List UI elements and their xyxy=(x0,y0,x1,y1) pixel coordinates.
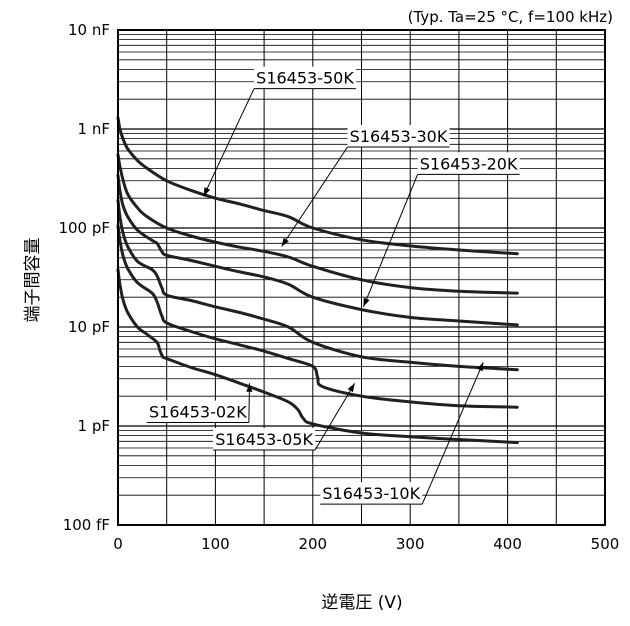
series-line-s16453-02k xyxy=(116,268,519,445)
y-tick-label: 1 pF xyxy=(78,417,110,435)
y-tick-label: 100 fF xyxy=(63,516,110,534)
callout-box xyxy=(320,482,423,505)
callout-label-s16453-30k: S16453-30K xyxy=(350,127,448,146)
callout-arrowhead xyxy=(363,297,370,307)
callout-box xyxy=(347,124,450,147)
x-tick-label: 200 xyxy=(298,535,327,553)
callout-arrowhead xyxy=(203,187,211,197)
y-tick-label: 1 nF xyxy=(78,120,110,138)
callout-box xyxy=(213,427,316,450)
series-line-s16453-05k xyxy=(116,224,519,409)
condition-note: (Typ. Ta=25 °C, f=100 kHz) xyxy=(408,8,613,26)
y-axis-title: 端子間容量 xyxy=(23,238,43,323)
series-line-s16453-20k xyxy=(116,173,519,327)
callout-label-s16453-50k: S16453-50K xyxy=(256,69,354,88)
callout-box xyxy=(417,152,520,175)
x-tick-label: 300 xyxy=(396,535,425,553)
callout-arrowhead xyxy=(347,383,355,393)
callout-label-s16453-20k: S16453-20K xyxy=(420,154,518,173)
callout-box xyxy=(254,66,357,89)
tick-labels: 0 100 200 300 400 500 100 fF 1 pF 10 pF 100 pF 1 n… xyxy=(58,21,619,553)
series-line-s16453-50k xyxy=(116,116,519,256)
y-tick-label: 10 nF xyxy=(68,21,110,39)
callout-arrowhead xyxy=(281,237,289,247)
x-tick-label: 100 xyxy=(201,535,230,553)
callouts: S16453-50K S16453-30K S16453-20K S16453-10K… xyxy=(146,66,520,505)
callout-box xyxy=(146,400,249,423)
series-line-s16453-30k xyxy=(116,153,519,295)
x-tick-label: 0 xyxy=(113,535,123,553)
callout-leader xyxy=(203,88,255,197)
callout-leader xyxy=(362,174,419,307)
series-curves xyxy=(116,116,519,445)
callout-arrowhead xyxy=(477,362,484,372)
callout-arrowhead xyxy=(246,383,253,392)
plot-frame xyxy=(117,29,606,526)
series-line-s16453-10k xyxy=(116,198,519,372)
callout-leader xyxy=(314,383,356,451)
x-tick-label: 400 xyxy=(493,535,522,553)
callout-leader xyxy=(281,146,348,247)
x-axis-title: 逆電圧 (V) xyxy=(321,593,402,613)
callout-leader xyxy=(421,362,484,505)
y-tick-label: 10 pF xyxy=(68,318,110,336)
callout-label-s16453-05k: S16453-05K xyxy=(215,430,313,449)
callout-label-s16453-02k: S16453-02K xyxy=(149,403,247,422)
y-tick-label: 100 pF xyxy=(58,219,110,237)
grid xyxy=(117,30,606,526)
callout-label-s16453-10k: S16453-10K xyxy=(322,484,420,503)
x-tick-label: 500 xyxy=(591,535,620,553)
